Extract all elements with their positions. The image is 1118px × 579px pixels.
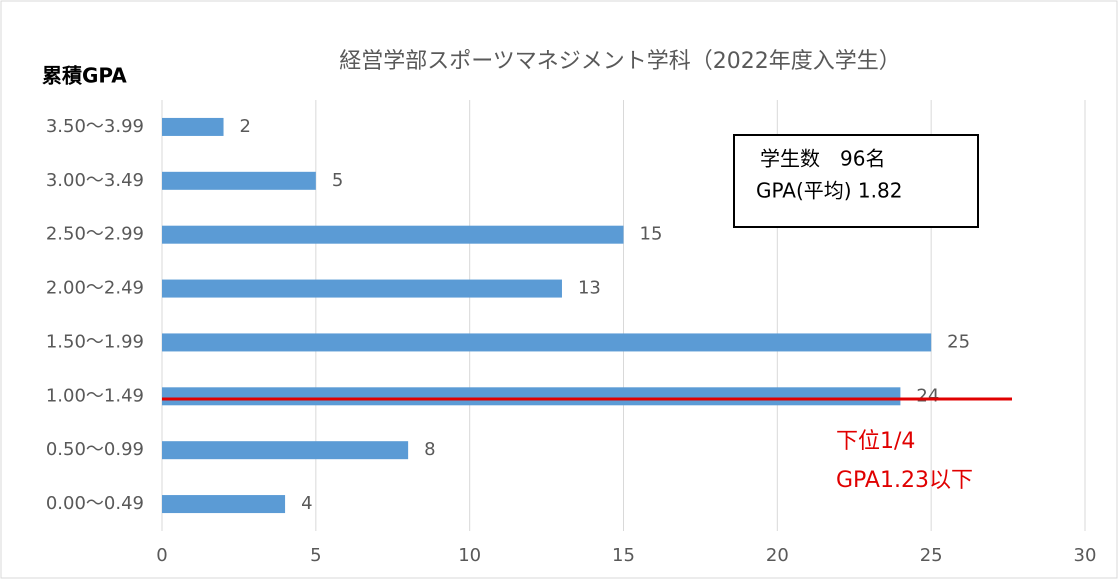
value-label: 15 (640, 224, 663, 245)
bar (162, 495, 286, 514)
y-tick-label: 0.00～0.49 (46, 493, 144, 514)
value-label: 2 (240, 116, 251, 137)
y-tick-label: 1.50～1.99 (46, 331, 144, 352)
bar (162, 387, 901, 406)
bar (162, 171, 316, 190)
x-tick-label: 5 (310, 545, 321, 566)
value-label: 4 (301, 493, 312, 514)
x-tick-label: 10 (458, 545, 481, 566)
y-tick-label: 3.00～3.49 (46, 170, 144, 191)
bar (162, 117, 224, 136)
x-tick-label: 0 (156, 545, 167, 566)
annotation: 下位1/4 (836, 429, 915, 454)
value-label: 13 (578, 278, 601, 299)
x-tick-label: 30 (1074, 545, 1097, 566)
info-text: 学生数 96名 (760, 147, 885, 171)
chart-title: 経営学部スポーツマネジメント学科（2022年度入学生） (339, 49, 901, 74)
bar (162, 279, 562, 298)
bar (162, 333, 932, 352)
annotation: GPA1.23以下 (836, 468, 973, 493)
bar (162, 441, 409, 460)
x-tick-label: 20 (766, 545, 789, 566)
y-tick-label: 2.50～2.99 (46, 224, 144, 245)
info-text: GPA(平均) 1.82 (756, 179, 902, 203)
x-tick-label: 25 (920, 545, 943, 566)
y-tick-label: 0.50～0.99 (46, 439, 144, 460)
value-label: 24 (916, 385, 939, 406)
y-tick-label: 2.00～2.49 (46, 278, 144, 299)
x-tick-label: 15 (612, 545, 635, 566)
y-axis-label: 累積GPA (42, 64, 127, 88)
value-label: 25 (947, 331, 970, 352)
y-tick-label: 1.00～1.49 (46, 385, 144, 406)
info-box (733, 134, 979, 228)
y-tick-label: 3.50～3.99 (46, 116, 144, 137)
value-label: 5 (332, 170, 343, 191)
value-label: 8 (424, 439, 435, 460)
bar (162, 225, 624, 244)
